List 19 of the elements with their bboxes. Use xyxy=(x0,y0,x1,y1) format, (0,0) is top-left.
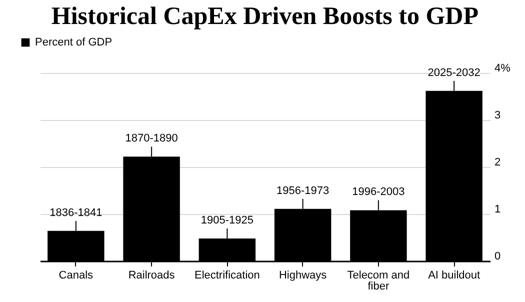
annotation: 1836-1841 xyxy=(50,206,102,219)
x-tick-label: Canals xyxy=(58,270,94,282)
x-tick-label: Telecom and fiber xyxy=(347,270,410,292)
annotation: 1956-1973 xyxy=(276,184,330,197)
x-tick-label: Electrification xyxy=(194,270,260,282)
annotation: 1870-1890 xyxy=(125,132,178,145)
annotation: 1996-2003 xyxy=(352,186,405,198)
annotation: 2025-2032 xyxy=(428,66,480,79)
y-tick-label: 0 xyxy=(494,250,501,262)
y-tick-label: 4% xyxy=(494,62,511,74)
x-tick-label: AI buildout xyxy=(428,270,480,282)
y-tick-label: 1 xyxy=(494,204,501,216)
y-tick-label: 2 xyxy=(494,156,501,168)
legend-label: Percent of GDP xyxy=(35,36,112,48)
chart-title: Historical CapEx Driven Boosts to GDP xyxy=(51,3,478,30)
x-tick-label: Railroads xyxy=(128,270,176,282)
x-tick-label: Highways xyxy=(278,270,328,282)
y-tick-label: 3 xyxy=(494,110,501,122)
annotation: 1905-1925 xyxy=(200,214,254,226)
